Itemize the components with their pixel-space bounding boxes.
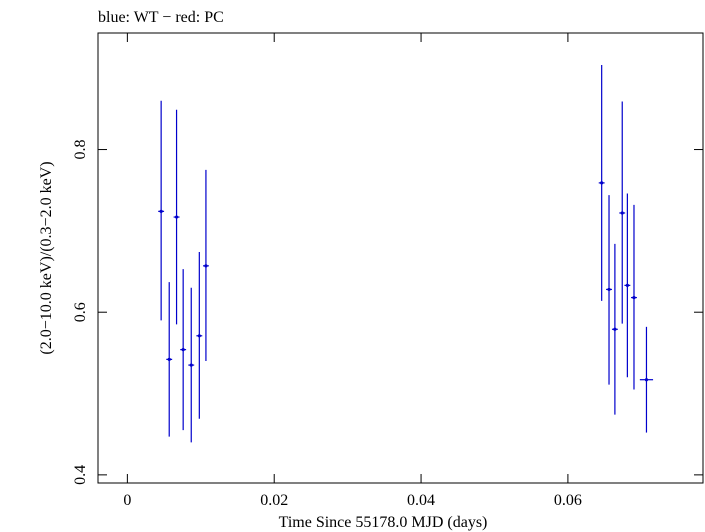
data-point <box>613 327 617 331</box>
y-axis-label: (2.0−10.0 keV)/(0.3−2.0 keV) <box>38 161 55 354</box>
data-point <box>189 363 193 367</box>
data-point <box>197 334 201 338</box>
plot-frame <box>97 32 704 484</box>
data-point <box>620 211 624 215</box>
data-point <box>159 209 163 213</box>
data-series-layer <box>158 64 654 443</box>
data-point <box>167 357 171 361</box>
x-axis-label: Time Since 55178.0 MJD (days) <box>279 514 488 531</box>
x-tick-label: 0.02 <box>260 492 288 509</box>
data-point <box>174 215 179 219</box>
data-point <box>181 348 185 352</box>
y-axis: 0.4 0.6 0.8 <box>72 140 703 485</box>
data-point <box>204 264 208 268</box>
data-point <box>632 295 636 300</box>
y-tick-label: 0.6 <box>72 302 89 322</box>
series-wt <box>158 64 654 443</box>
data-point <box>607 287 611 292</box>
data-point <box>625 283 629 287</box>
y-tick-label: 0.8 <box>72 140 89 160</box>
x-tick-label: 0.04 <box>407 492 435 509</box>
y-tick-label: 0.4 <box>72 465 89 485</box>
data-point <box>600 181 604 185</box>
chart-title: blue: WT − red: PC <box>98 9 224 26</box>
x-tick-label: 0 <box>123 492 131 509</box>
data-point <box>644 378 649 382</box>
x-tick-label: 0.06 <box>554 492 582 509</box>
x-axis: 0 0.02 0.04 0.06 <box>123 33 582 509</box>
